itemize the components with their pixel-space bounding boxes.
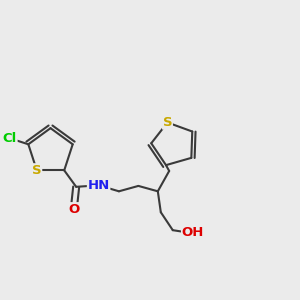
Text: OH: OH (182, 226, 204, 239)
Text: S: S (32, 164, 42, 177)
Text: S: S (163, 116, 172, 129)
Text: O: O (68, 203, 80, 216)
Text: Cl: Cl (3, 132, 17, 145)
Text: HN: HN (88, 179, 110, 192)
